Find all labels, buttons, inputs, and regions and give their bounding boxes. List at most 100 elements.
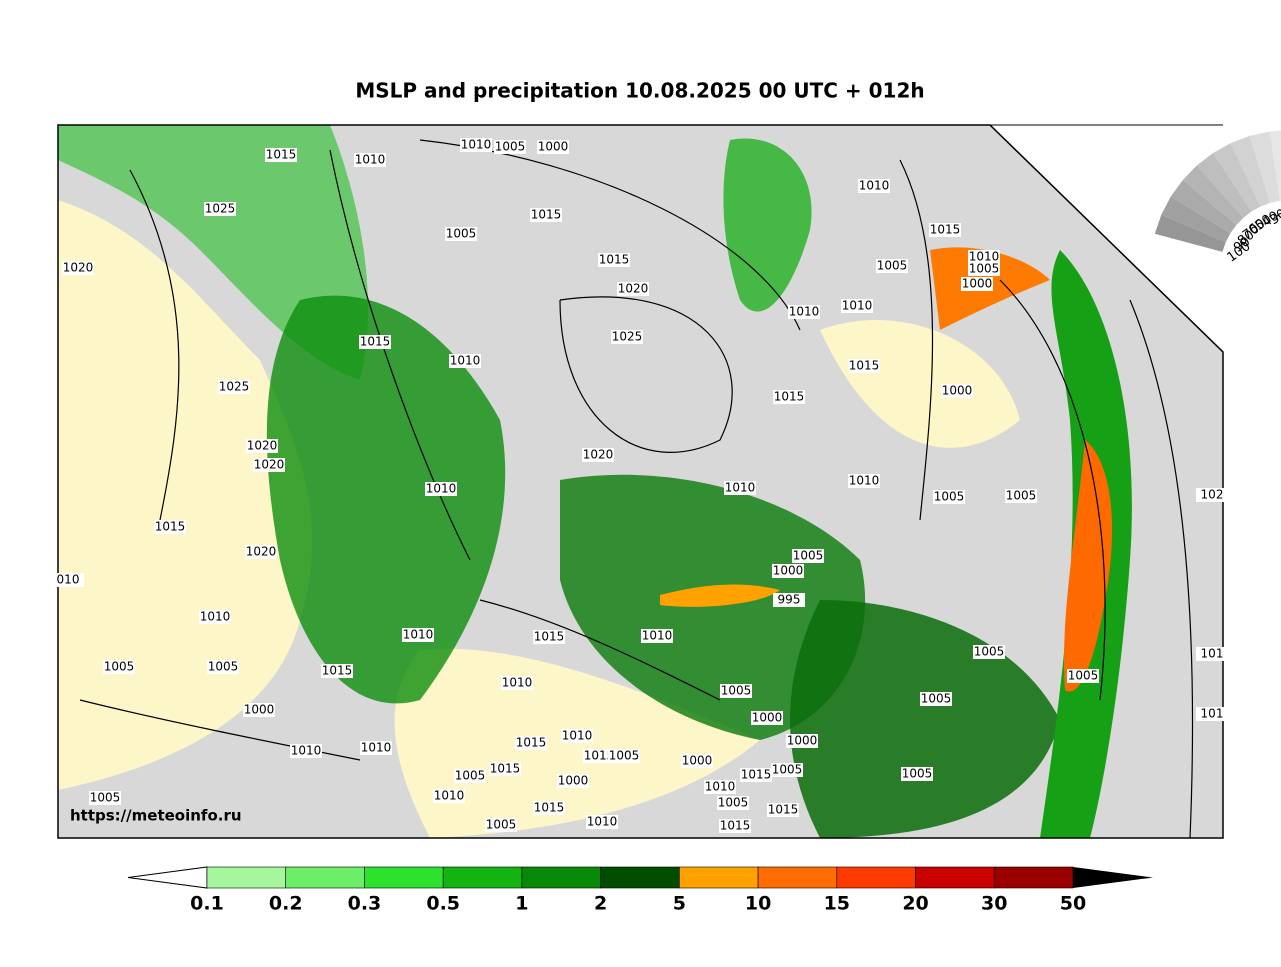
isobar-label-bg <box>968 262 1000 276</box>
isobar-label: 1010 <box>361 741 392 755</box>
isobar-label-bg <box>246 439 278 453</box>
isobar-label: 1020 <box>63 261 94 275</box>
isobar-label-bg <box>445 227 477 241</box>
colorbar-label: 15 <box>824 893 850 915</box>
cloud-scale-label: 20 <box>1275 205 1281 227</box>
colorbar-box <box>600 866 680 889</box>
colorbar: 0.1 0.2 0.3 0.5 1 2 5 10 15 20 30 50 <box>127 866 1153 915</box>
isobar-label: 1005 <box>974 645 1005 659</box>
isobar-label-bg <box>454 769 486 783</box>
isobar-label-bg <box>204 202 236 216</box>
isobar-label-bg <box>933 490 965 504</box>
cloud-scale-segment <box>1213 143 1261 212</box>
isobar-label-bg <box>929 223 961 237</box>
isobar-label-bg <box>598 253 630 267</box>
isobar-label: 1010 <box>587 815 618 829</box>
isobar-label-bg <box>792 549 824 563</box>
isobar-label-bg <box>767 803 799 817</box>
isobar-label-bg <box>489 762 521 776</box>
isobar-label-bg <box>433 789 465 803</box>
isobar-label-bg <box>533 801 565 815</box>
colorbar-box <box>836 866 916 889</box>
isobar-label: 1010 <box>705 780 736 794</box>
isobar-label-bg <box>920 692 952 706</box>
isobar-label: 1015 <box>322 664 353 678</box>
isobar-label-bg <box>537 140 569 154</box>
colorbar-label: 10 <box>745 893 771 915</box>
isobar-label-bg <box>641 629 673 643</box>
cloud-scale-segment <box>1249 131 1280 203</box>
isobar-label: 1005 <box>969 262 1000 276</box>
isobar-label-bg <box>717 796 749 810</box>
isobar-label: 1010 <box>461 138 492 152</box>
isobar-label-bg <box>290 744 322 758</box>
colorbar-box <box>364 866 444 889</box>
isobar-label-bg <box>841 299 873 313</box>
isobar-label-bg <box>772 564 804 578</box>
isobar-label-bg <box>583 749 615 763</box>
isobar-label: 1015 <box>774 390 805 404</box>
isobar-label: 1005 <box>208 660 239 674</box>
cloud-scale-segment <box>1230 135 1270 207</box>
isobar-label-bg <box>207 660 239 674</box>
isobar-label: 1015 <box>584 749 615 763</box>
isobar-label-bg <box>773 390 805 404</box>
isobar-label: 1015 <box>741 768 772 782</box>
isobar-label-bg <box>354 153 386 167</box>
isobar-label-bg <box>941 384 973 398</box>
isobar-label: 1010 <box>426 482 457 496</box>
isobar-label-bg <box>740 768 772 782</box>
isobar-label: 1010 <box>642 629 673 643</box>
colorbar-label: 50 <box>1060 893 1086 915</box>
colorbar-label: 0.5 <box>426 893 460 915</box>
isobar-label: 1010 <box>842 299 873 313</box>
isobar-label: 1025 <box>205 202 236 216</box>
isobar-label-bg <box>788 305 820 319</box>
isobar-label-bg <box>494 140 526 154</box>
isobar-label-bg <box>321 664 353 678</box>
isobar-label: 1010 <box>849 474 880 488</box>
colorbar-box <box>206 866 287 889</box>
isobar-label-bg <box>218 380 250 394</box>
isobar-label-bg <box>265 148 297 162</box>
isobar-label: 1000 <box>773 564 804 578</box>
isobar-label: 101 <box>1201 707 1224 721</box>
isobar-label: 1000 <box>962 277 993 291</box>
isobar-label: 1015 <box>768 803 799 817</box>
isobar-label-bg <box>561 729 593 743</box>
cloud-scale-segment <box>1170 180 1237 234</box>
isobar-label: 1005 <box>486 818 517 832</box>
isobar-label: 1005 <box>772 763 803 777</box>
isobar-label: 1010 <box>403 628 434 642</box>
isobar-label: 1015 <box>534 630 565 644</box>
isobar-label-bg <box>253 458 285 472</box>
isobar-label-bg <box>720 684 752 698</box>
colorbar-label: 1 <box>515 893 528 915</box>
isobar-label: 1005 <box>877 259 908 273</box>
isobar-label: 1005 <box>921 692 952 706</box>
isobar-label: 101 <box>1201 647 1224 661</box>
isobar-label-bg <box>199 610 231 624</box>
colorbar-label: 5 <box>673 893 686 915</box>
isobar-label: 1000 <box>942 384 973 398</box>
isobar-label-bg <box>402 628 434 642</box>
isobar-label: 1015 <box>720 819 751 833</box>
colorbar-box <box>915 866 995 889</box>
cloud-scale-segment <box>1154 214 1226 252</box>
isobar-label: 1020 <box>254 458 285 472</box>
isobar-label-bg <box>359 335 391 349</box>
isobar-label: 1010 <box>859 179 890 193</box>
isobar-label: 1005 <box>721 684 752 698</box>
isobar-label: 1015 <box>155 520 186 534</box>
cloud-scale-segment <box>1161 196 1231 243</box>
isobar-label: 1015 <box>266 148 297 162</box>
isobar-label-bg <box>786 734 818 748</box>
isobar-label-bg <box>533 630 565 644</box>
map-area <box>58 125 1223 838</box>
isobar-label-bg <box>961 277 993 291</box>
colorbar-label: 0.1 <box>190 893 224 915</box>
isobar-label: 1015 <box>531 208 562 222</box>
